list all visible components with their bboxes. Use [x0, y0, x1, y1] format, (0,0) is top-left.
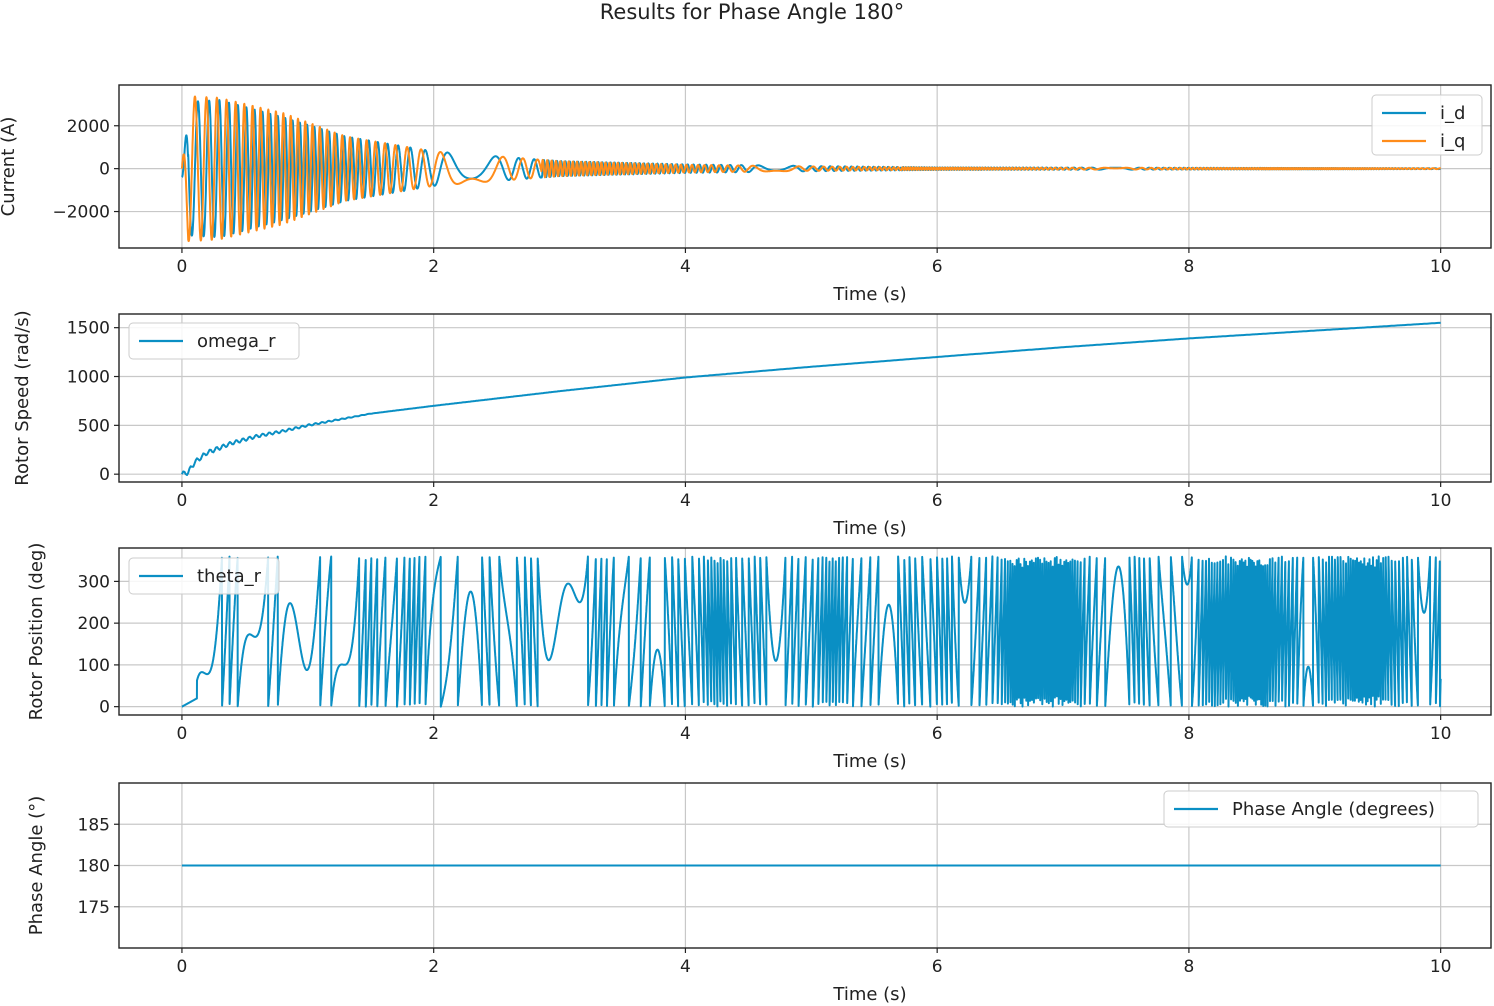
x-tick-label: 8	[1183, 724, 1194, 744]
y-tick-label: 100	[78, 656, 110, 676]
x-tick-label: 2	[428, 724, 439, 744]
y-axis-label: Current (A)	[0, 117, 19, 217]
legend: omega_r	[128, 322, 300, 360]
x-tick-label: 6	[932, 257, 943, 277]
series-line-theta-r	[181, 555, 1442, 708]
x-tick-label: 10	[1430, 257, 1452, 277]
x-tick-label: 0	[177, 957, 188, 977]
x-tick-label: 2	[428, 491, 439, 511]
x-tick-label: 0	[177, 724, 188, 744]
legend: theta_r	[128, 557, 280, 595]
legend: Phase Angle (degrees)	[1163, 790, 1479, 828]
legend-box	[128, 322, 300, 360]
x-tick-label: 0	[177, 491, 188, 511]
subplot-2: 0 2 4 6 8 10 0 500 1000 1500 Time (s) Rotor Speed (…	[12, 310, 1492, 539]
plot-area	[180, 95, 1442, 243]
x-tick-label: 4	[680, 724, 691, 744]
y-tick-label: 175	[78, 898, 110, 918]
y-tick-label: 500	[78, 416, 110, 436]
x-tick-label: 10	[1430, 491, 1452, 511]
y-tick-label: 0	[99, 465, 110, 485]
x-axis-label: Time (s)	[832, 984, 906, 1005]
x-tick-label: 4	[680, 957, 691, 977]
y-tick-label: 1000	[67, 368, 110, 388]
y-tick-label: −2000	[52, 203, 110, 223]
x-tick-label: 10	[1430, 724, 1452, 744]
plot-area	[181, 555, 1442, 708]
legend-box	[128, 557, 280, 595]
y-axis-label: Rotor Position (deg)	[26, 543, 47, 721]
plot-area	[180, 321, 1441, 476]
subplot-4: 0 2 4 6 8 10 175 180 185 Time (s) Phase Angle (°) P…	[26, 782, 1492, 1005]
x-axis-label: Time (s)	[832, 284, 906, 305]
y-tick-label: 300	[78, 572, 110, 592]
series-line-i-q	[180, 95, 1442, 243]
legend-label: i_d	[1440, 103, 1465, 124]
y-tick-label: 0	[99, 160, 110, 180]
x-tick-label: 8	[1183, 491, 1194, 511]
x-tick-label: 2	[428, 957, 439, 977]
legend: i_d i_q	[1371, 94, 1483, 156]
y-tick-label: 185	[78, 815, 110, 835]
y-axis-label: Phase Angle (°)	[26, 796, 47, 935]
series-line-omega-r	[180, 321, 1441, 476]
x-tick-label: 8	[1183, 257, 1194, 277]
legend-label: theta_r	[197, 566, 262, 587]
legend-label: i_q	[1440, 131, 1465, 152]
legend-box	[1163, 790, 1479, 828]
y-tick-label: 1500	[67, 319, 110, 339]
y-tick-label: 200	[78, 614, 110, 634]
x-tick-label: 4	[680, 257, 691, 277]
x-tick-label: 6	[932, 491, 943, 511]
legend-label: omega_r	[197, 331, 276, 352]
x-tick-label: 2	[428, 257, 439, 277]
x-axis-label: Time (s)	[832, 751, 906, 772]
x-tick-label: 8	[1183, 957, 1194, 977]
x-tick-label: 6	[932, 724, 943, 744]
legend-label: Phase Angle (degrees)	[1232, 799, 1435, 820]
x-tick-label: 6	[932, 957, 943, 977]
x-tick-label: 10	[1430, 957, 1452, 977]
x-axis-label: Time (s)	[832, 518, 906, 539]
x-tick-label: 0	[177, 257, 188, 277]
legend-box	[1371, 94, 1483, 156]
axes-frame	[118, 547, 1492, 716]
x-tick-label: 4	[680, 491, 691, 511]
y-tick-label: 180	[78, 857, 110, 877]
axes-frame	[118, 313, 1492, 483]
figure-title: Results for Phase Angle 180°	[600, 0, 904, 24]
y-axis-label: Rotor Speed (rad/s)	[12, 310, 33, 485]
axes-frame	[118, 84, 1492, 249]
y-tick-label: 2000	[67, 117, 110, 137]
y-tick-label: 0	[99, 698, 110, 718]
